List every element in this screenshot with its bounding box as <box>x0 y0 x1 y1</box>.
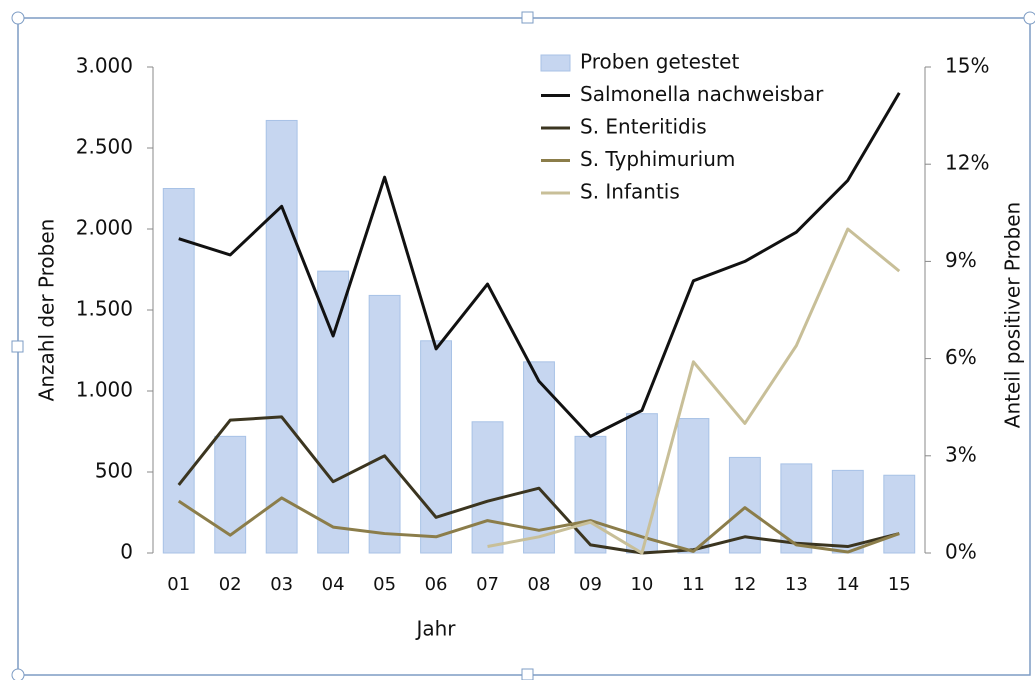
bar <box>214 435 247 554</box>
legend-label: S. Enteritidis <box>580 115 707 139</box>
x-tick-label: 08 <box>528 574 551 595</box>
bar <box>420 340 453 554</box>
y2-axis-title: Anteil positiver Proben <box>1001 202 1025 428</box>
y-tick-label: 2.000 <box>76 216 133 240</box>
x-tick-label: 12 <box>733 574 756 595</box>
x-tick-label: 14 <box>836 574 859 595</box>
x-tick-label: 11 <box>682 574 705 595</box>
x-tick-label: 09 <box>579 574 602 595</box>
y-tick-label: 2.500 <box>76 135 133 159</box>
y-tick-label: 1.500 <box>76 297 133 321</box>
y2-tick-label: 0% <box>945 540 977 564</box>
line <box>178 92 901 438</box>
x-tick-label: 02 <box>219 574 242 595</box>
handle[interactable] <box>11 340 24 353</box>
legend-label: Proben getestet <box>580 50 739 74</box>
bar <box>574 435 607 554</box>
bar <box>368 294 401 554</box>
bar <box>471 421 504 554</box>
y-tick-label: 500 <box>95 459 133 483</box>
y2-tick-label: 12% <box>945 151 989 175</box>
bar <box>677 418 710 554</box>
x-tick-label: 05 <box>373 574 396 595</box>
handle[interactable] <box>521 668 534 680</box>
bar <box>780 463 813 554</box>
bar <box>265 119 298 554</box>
legend-label: Salmonella nachweisbar <box>580 82 824 106</box>
handle[interactable] <box>521 11 534 24</box>
bar <box>831 469 864 554</box>
handle[interactable] <box>11 11 25 25</box>
legend-label: S. Typhimurium <box>580 147 735 171</box>
legend-swatch <box>540 54 571 72</box>
handle[interactable] <box>1023 11 1035 25</box>
bar <box>883 474 916 554</box>
bar <box>625 413 658 554</box>
bar <box>317 270 350 554</box>
x-tick-label: 01 <box>167 574 190 595</box>
y2-tick-label: 3% <box>945 442 977 466</box>
y-axis-title: Anzahl der Proben <box>35 219 59 402</box>
y2-tick-label: 15% <box>945 54 989 78</box>
line <box>487 227 901 555</box>
bar <box>162 188 195 554</box>
x-tick-label: 04 <box>322 574 345 595</box>
x-tick-label: 13 <box>785 574 808 595</box>
line <box>177 415 900 555</box>
x-axis-title: Jahr <box>414 617 456 641</box>
legend-label: S. Infantis <box>580 180 680 204</box>
x-tick-label: 06 <box>425 574 448 595</box>
y2-tick-label: 9% <box>945 248 977 272</box>
y-tick-label: 3.000 <box>76 54 133 78</box>
x-tick-label: 15 <box>888 574 911 595</box>
line <box>177 496 900 554</box>
y-tick-label: 0 <box>120 540 133 564</box>
x-tick-label: 03 <box>270 574 293 595</box>
bar <box>523 361 555 554</box>
x-tick-label: 10 <box>630 574 653 595</box>
y-tick-label: 1.000 <box>76 378 133 402</box>
y2-tick-label: 6% <box>945 345 977 369</box>
x-tick-label: 07 <box>476 574 499 595</box>
handle[interactable] <box>11 668 25 680</box>
